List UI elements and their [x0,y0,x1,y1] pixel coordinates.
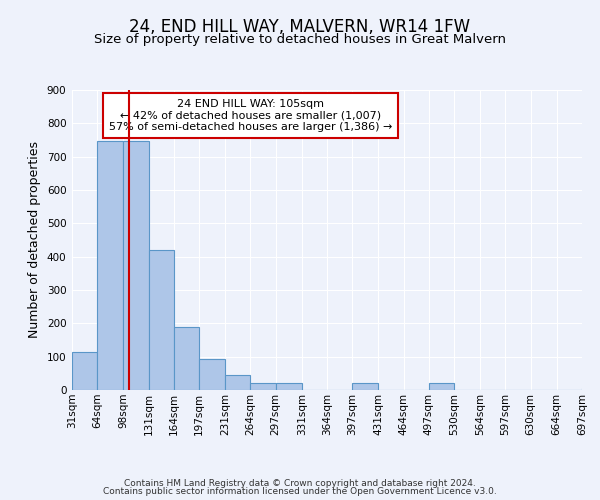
Bar [72,352,97,390]
Text: 24, END HILL WAY, MALVERN, WR14 1FW: 24, END HILL WAY, MALVERN, WR14 1FW [130,18,470,36]
Bar [352,384,379,390]
Text: 24 END HILL WAY: 105sqm
← 42% of detached houses are smaller (1,007)
57% of semi: 24 END HILL WAY: 105sqm ← 42% of detache… [109,99,392,132]
Y-axis label: Number of detached properties: Number of detached properties [28,142,41,338]
Bar [97,140,124,390]
Bar [582,388,600,390]
Bar [174,326,199,390]
Bar [199,359,225,390]
Bar [225,374,250,390]
Text: Contains HM Land Registry data © Crown copyright and database right 2024.: Contains HM Land Registry data © Crown c… [124,478,476,488]
Bar [429,384,454,390]
Bar [149,250,174,390]
Bar [124,140,149,390]
Bar [275,382,302,390]
Text: Size of property relative to detached houses in Great Malvern: Size of property relative to detached ho… [94,32,506,46]
Bar [250,382,275,390]
Text: Contains public sector information licensed under the Open Government Licence v3: Contains public sector information licen… [103,487,497,496]
